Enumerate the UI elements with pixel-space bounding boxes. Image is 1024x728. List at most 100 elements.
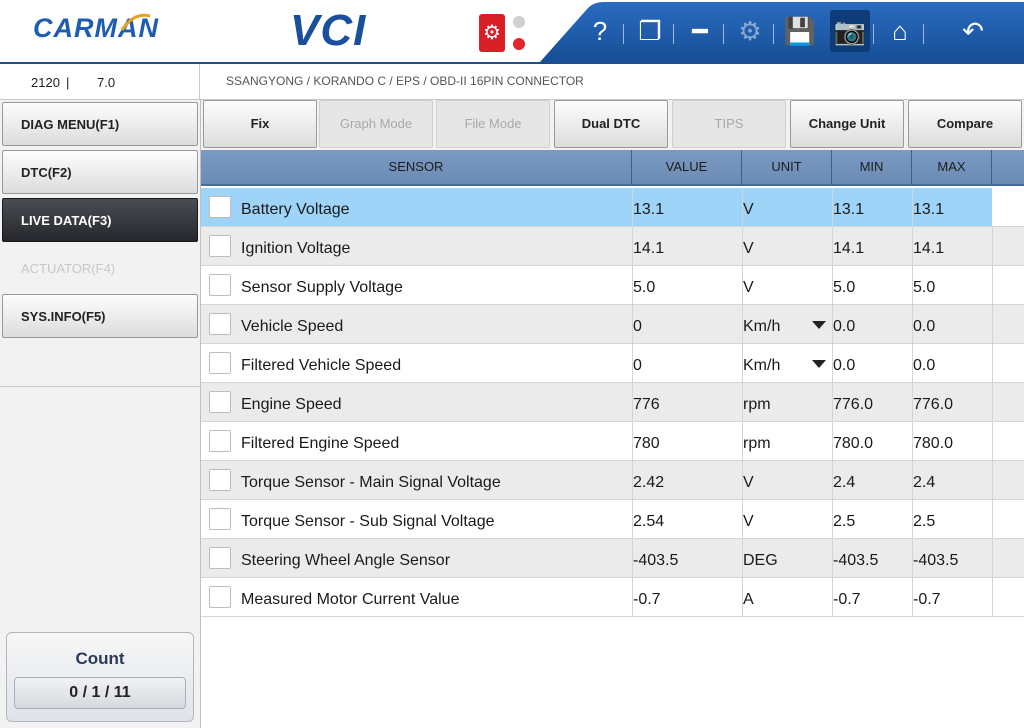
- sidebar-item-live-data[interactable]: LIVE DATA(F3): [2, 198, 198, 242]
- sensor-max: 0.0: [913, 357, 936, 374]
- sensor-unit: V: [743, 513, 754, 530]
- compare-button[interactable]: Compare: [908, 100, 1022, 148]
- table-row[interactable]: Measured Motor Current Value -0.7 A -0.7 -0.…: [201, 578, 1024, 617]
- sensor-name: Ignition Voltage: [241, 240, 351, 257]
- sensor-max: -0.7: [913, 591, 941, 608]
- table-row[interactable]: Filtered Vehicle Speed 0 Km/h 0.0 0.0: [201, 344, 1024, 383]
- sensor-value: 14.1: [633, 240, 665, 257]
- row-checkbox[interactable]: [209, 391, 231, 413]
- sensor-value: 13.1: [633, 201, 665, 218]
- sensor-min: 2.4: [833, 474, 856, 491]
- unit-dropdown-icon[interactable]: [812, 321, 826, 329]
- help-icon[interactable]: ?: [592, 16, 608, 46]
- table-row[interactable]: Ignition Voltage 14.1 V 14.1 14.1: [201, 227, 1024, 266]
- row-checkbox[interactable]: [209, 547, 231, 569]
- sidebar: DIAG MENU(F1) DTC(F2) LIVE DATA(F3) ACTU…: [0, 100, 201, 728]
- column-header-min: MIN: [832, 150, 912, 184]
- sensor-name: Steering Wheel Angle Sensor: [241, 552, 451, 569]
- column-header-sensor: SENSOR: [201, 150, 632, 184]
- table-row[interactable]: Vehicle Speed 0 Km/h 0.0 0.0: [201, 305, 1024, 344]
- live-data-toolbar: Fix Graph Mode File Mode Dual DTC TIPS C…: [201, 100, 1024, 150]
- sensor-value: -403.5: [633, 552, 679, 569]
- sensor-name: Measured Motor Current Value: [241, 591, 460, 608]
- sensor-min: 0.0: [833, 357, 856, 374]
- table-row[interactable]: Torque Sensor - Sub Signal Voltage 2.54 V 2…: [201, 500, 1024, 539]
- sensor-name: Filtered Engine Speed: [241, 435, 400, 452]
- home-icon[interactable]: ⌂: [892, 16, 908, 46]
- status-led-red: [513, 38, 525, 50]
- sensor-unit: A: [743, 591, 754, 608]
- row-checkbox[interactable]: [209, 352, 231, 374]
- column-header-max: MAX: [912, 150, 992, 184]
- sensor-min: 780.0: [833, 435, 874, 452]
- app-header: CARMAN VCI ⚙ ? ❐ ━ ⚙ 💾 📷 ⌂ ↶: [0, 0, 1024, 64]
- sensor-max: 0.0: [913, 318, 936, 335]
- sensor-max: 780.0: [913, 435, 954, 452]
- column-header-value: VALUE: [632, 150, 742, 184]
- settings-icon[interactable]: ⚙: [738, 16, 762, 46]
- minimize-icon[interactable]: ━: [692, 16, 708, 46]
- row-checkbox[interactable]: [209, 235, 231, 257]
- window-icon[interactable]: ❐: [638, 16, 662, 46]
- device-info: 2120 | 7.0: [0, 64, 200, 100]
- sensor-min: 5.0: [833, 279, 856, 296]
- unit-dropdown-icon[interactable]: [812, 360, 826, 368]
- sensor-max: 776.0: [913, 396, 954, 413]
- table-row[interactable]: Torque Sensor - Main Signal Voltage 2.42 V…: [201, 461, 1024, 500]
- sensor-min: 13.1: [833, 201, 865, 218]
- count-label: Count: [75, 649, 125, 668]
- count-value: 0 / 1 / 11: [14, 677, 186, 709]
- row-checkbox[interactable]: [209, 274, 231, 296]
- info-separator: |: [66, 75, 70, 90]
- row-checkbox[interactable]: [209, 430, 231, 452]
- sidebar-item-dtc[interactable]: DTC(F2): [2, 150, 198, 194]
- change-unit-button[interactable]: Change Unit: [790, 100, 904, 148]
- table-row[interactable]: Steering Wheel Angle Sensor -403.5 DEG -403…: [201, 539, 1024, 578]
- sensor-value: 0: [633, 318, 642, 335]
- sensor-min: 0.0: [833, 318, 856, 335]
- sidebar-divider: [0, 386, 200, 387]
- table-row[interactable]: Filtered Engine Speed 780 rpm 780.0 780.0: [201, 422, 1024, 461]
- sensor-name: Engine Speed: [241, 396, 342, 413]
- vci-logo: VCI: [290, 6, 367, 55]
- row-checkbox[interactable]: [209, 508, 231, 530]
- graph-mode-button: Graph Mode: [319, 100, 433, 148]
- sensor-value: 2.54: [633, 513, 665, 530]
- tips-button: TIPS: [672, 100, 786, 148]
- dual-dtc-button[interactable]: Dual DTC: [554, 100, 668, 148]
- row-checkbox[interactable]: [209, 469, 231, 491]
- table-header: SENSOR VALUE UNIT MIN MAX: [201, 150, 1024, 186]
- sensor-max: -403.5: [913, 552, 959, 569]
- sensor-name: Torque Sensor - Main Signal Voltage: [241, 474, 501, 491]
- sensor-unit: Km/h: [743, 357, 781, 374]
- sensor-unit: V: [743, 474, 754, 491]
- sensor-name: Vehicle Speed: [241, 318, 344, 335]
- row-checkbox[interactable]: [209, 586, 231, 608]
- back-icon[interactable]: ↶: [962, 16, 984, 46]
- sensor-unit: V: [743, 279, 754, 296]
- table-row[interactable]: Sensor Supply Voltage 5.0 V 5.0 5.0: [201, 266, 1024, 305]
- logo-swoosh-icon: [120, 13, 151, 31]
- file-mode-button: File Mode: [436, 100, 550, 148]
- sensor-max: 2.4: [913, 474, 936, 491]
- info-bar: 2120 | 7.0 SSANGYONG / KORANDO C / EPS /…: [0, 64, 1024, 100]
- status-led-grey: [513, 16, 525, 28]
- sensor-value: 0: [633, 357, 642, 374]
- table-row[interactable]: Battery Voltage 13.1 V 13.1 13.1: [201, 188, 1024, 227]
- camera-icon[interactable]: 📷: [830, 10, 870, 52]
- sidebar-item-sys-info[interactable]: SYS.INFO(F5): [2, 294, 198, 338]
- row-checkbox[interactable]: [209, 313, 231, 335]
- sensor-value: 5.0: [633, 279, 656, 296]
- row-checkbox[interactable]: [209, 196, 231, 218]
- table-row[interactable]: Engine Speed 776 rpm 776.0 776.0: [201, 383, 1024, 422]
- save-icon[interactable]: 💾: [783, 16, 817, 46]
- fix-button[interactable]: Fix: [203, 100, 317, 148]
- sensor-unit: DEG: [743, 552, 778, 569]
- sensor-min: -0.7: [833, 591, 861, 608]
- column-header-unit: UNIT: [742, 150, 832, 184]
- software-version: 7.0: [97, 75, 116, 90]
- sensor-unit: rpm: [743, 435, 771, 452]
- sidebar-item-diag-menu[interactable]: DIAG MENU(F1): [2, 102, 198, 146]
- sensor-max: 13.1: [913, 201, 945, 218]
- usb-icon: ⚙: [479, 14, 505, 52]
